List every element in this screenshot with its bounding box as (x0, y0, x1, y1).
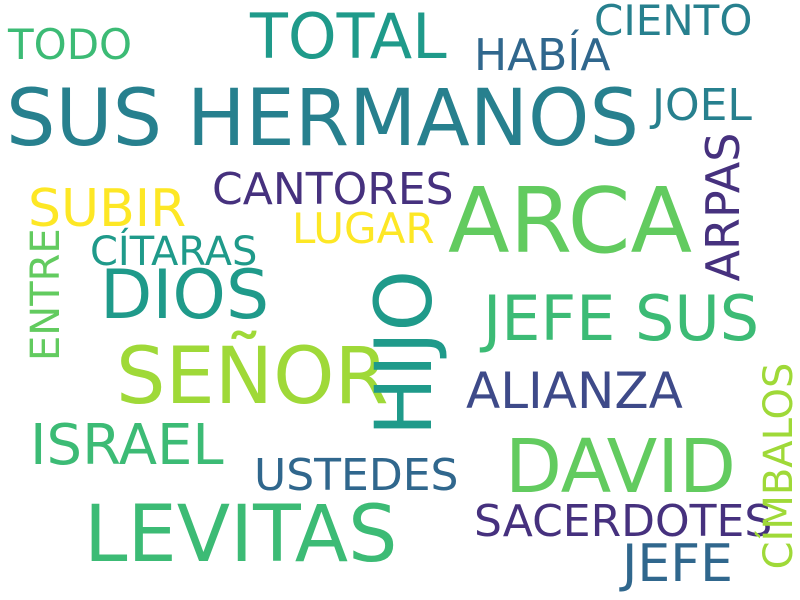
word-todo: TODO (8, 20, 133, 69)
word-lugar: LUGAR (292, 204, 435, 253)
word-ciento: CIENTO (594, 0, 753, 45)
word-citaras: CÍTARAS (90, 229, 258, 275)
word-joel: JOEL (652, 80, 752, 131)
word-david: DAVID (505, 424, 736, 510)
word-ustedes: USTEDES (254, 450, 459, 501)
word-jefe: JEFE (622, 534, 733, 594)
word-alianza: ALIANZA (466, 362, 683, 420)
word-arpas: ARPAS (696, 132, 750, 282)
word-subir: SUBIR (28, 179, 187, 239)
word-sus-hermanos: SUS HERMANOS (6, 74, 639, 164)
word-arca: ARCA (448, 169, 693, 274)
word-israel: ISRAEL (30, 413, 224, 478)
word-hijo: HIJO (360, 269, 450, 437)
word-entre: ENTRE (23, 228, 69, 361)
word-habia: HABÍA (474, 30, 611, 81)
word-levitas: LEVITAS (84, 490, 398, 580)
word-cimbalos: CÍMBALOS (756, 362, 800, 570)
word-sacerdotes: SACERDOTES (474, 496, 773, 547)
word-senor: SEÑOR (116, 332, 389, 422)
word-cantores: CANTORES (212, 164, 454, 215)
word-total: TOTAL (250, 0, 447, 73)
word-jefe-sus: JEFE SUS (483, 282, 760, 355)
word-dios: DIOS (100, 256, 270, 335)
